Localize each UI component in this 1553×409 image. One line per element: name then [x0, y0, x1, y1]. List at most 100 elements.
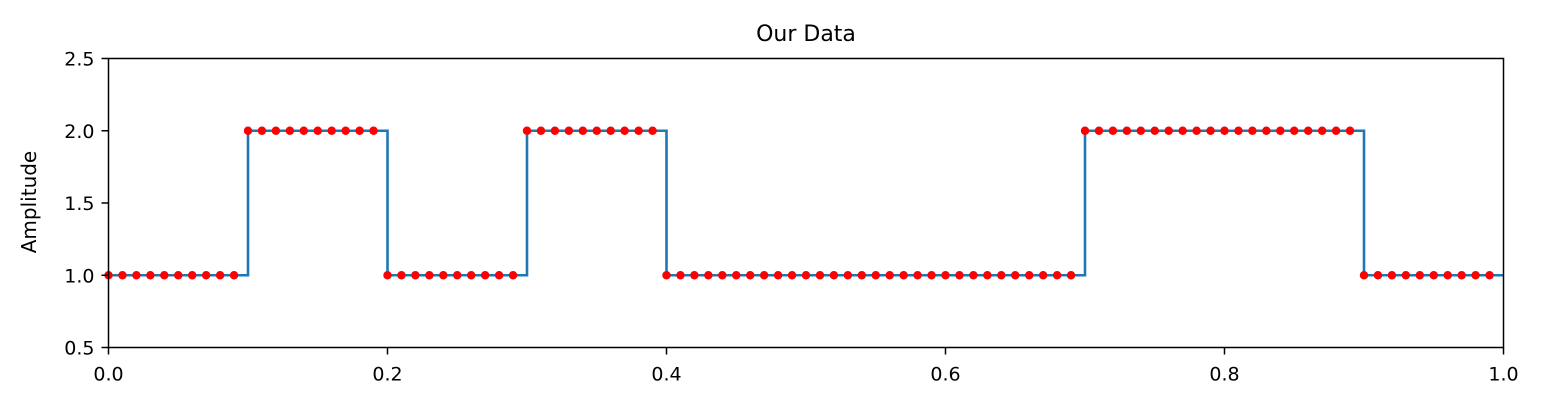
data-point [941, 271, 950, 280]
data-point [1276, 126, 1285, 135]
data-point [871, 271, 880, 280]
data-point [271, 126, 281, 135]
data-point [1122, 126, 1132, 135]
data-point [1038, 271, 1048, 280]
data-point [885, 271, 894, 280]
data-point [1304, 126, 1313, 135]
data-point [829, 271, 839, 280]
chart-title: Our Data [756, 22, 856, 47]
data-point [425, 271, 434, 280]
data-point [1192, 126, 1201, 135]
data-point [1108, 126, 1118, 135]
x-tick-label: 0.2 [372, 364, 402, 386]
data-point [1025, 271, 1034, 280]
data-point [341, 126, 350, 135]
y-tick-label: 0.5 [64, 338, 94, 360]
data-point [229, 271, 239, 280]
data-point [1234, 126, 1243, 135]
y-tick-label: 2.0 [64, 121, 94, 143]
data-point [1345, 126, 1355, 135]
data-point [773, 271, 783, 280]
data-point [1094, 126, 1104, 135]
x-tick-label: 0.6 [930, 364, 960, 386]
data-point [578, 126, 587, 135]
data-point [1387, 271, 1397, 280]
y-tick-label: 1.5 [64, 193, 94, 215]
data-point [1011, 271, 1020, 280]
data-point [592, 126, 601, 135]
data-point [1443, 271, 1452, 280]
data-point [1136, 126, 1146, 135]
data-point [1331, 126, 1341, 135]
data-point [313, 126, 322, 135]
data-point [787, 271, 797, 280]
data-point [1052, 271, 1062, 280]
data-point [174, 271, 183, 280]
data-point [397, 271, 406, 280]
data-point [494, 271, 504, 280]
data-point [201, 271, 211, 280]
data-point [1457, 271, 1466, 280]
data-point [899, 271, 908, 280]
data-point [969, 271, 978, 280]
data-point [1080, 126, 1090, 135]
data-point [1066, 271, 1076, 280]
data-point [1290, 126, 1299, 135]
data-point [285, 126, 295, 135]
data-point [327, 126, 336, 135]
data-point [1164, 126, 1173, 135]
data-point [927, 271, 936, 280]
y-tick-label: 1.0 [64, 265, 94, 287]
data-point [564, 126, 574, 135]
data-point [801, 271, 811, 280]
data-point [1359, 271, 1369, 280]
y-axis-label: Amplitude [17, 151, 41, 254]
data-point [1429, 271, 1438, 280]
data-point [1317, 126, 1327, 135]
data-point [257, 126, 267, 135]
data-point [732, 271, 741, 280]
data-point [955, 271, 964, 280]
data-point [453, 271, 462, 280]
data-point [243, 126, 253, 135]
data-point [648, 126, 657, 135]
data-point [299, 126, 308, 135]
data-point [188, 271, 197, 280]
data-point [606, 126, 615, 135]
data-point [383, 271, 392, 280]
plot-frame [107, 57, 1505, 349]
data-point [1485, 271, 1494, 280]
data-point [620, 126, 629, 135]
data-point [467, 271, 476, 280]
data-point [480, 271, 490, 280]
data-point [118, 271, 127, 280]
data-point [1401, 271, 1411, 280]
data-point [160, 271, 169, 280]
x-tick-label: 0.8 [1209, 364, 1239, 386]
x-axis: 0.0 0.2 0.4 0.6 0.8 1.0 [93, 347, 1519, 386]
data-point [550, 126, 560, 135]
data-point [1373, 271, 1383, 280]
data-point [1471, 271, 1480, 280]
data-point [1220, 126, 1229, 135]
data-point [1178, 126, 1187, 135]
data-point [536, 126, 546, 135]
data-point [1248, 126, 1257, 135]
data-point [997, 271, 1006, 280]
data-point [857, 271, 866, 280]
data-point [843, 271, 853, 280]
data-point [522, 126, 532, 135]
data-point [132, 271, 141, 280]
data-point [369, 126, 378, 135]
data-point [411, 271, 420, 280]
y-tick-label: 2.5 [64, 49, 94, 71]
data-point [759, 271, 769, 280]
x-tick-label: 1.0 [1488, 364, 1518, 386]
data-point [439, 271, 448, 280]
y-axis: 0.5 1.0 1.5 2.0 2.5 [64, 49, 109, 360]
x-tick-label: 0.4 [651, 364, 681, 386]
data-point [1415, 271, 1425, 280]
data-point [913, 271, 922, 280]
x-tick-label: 0.0 [93, 364, 123, 386]
